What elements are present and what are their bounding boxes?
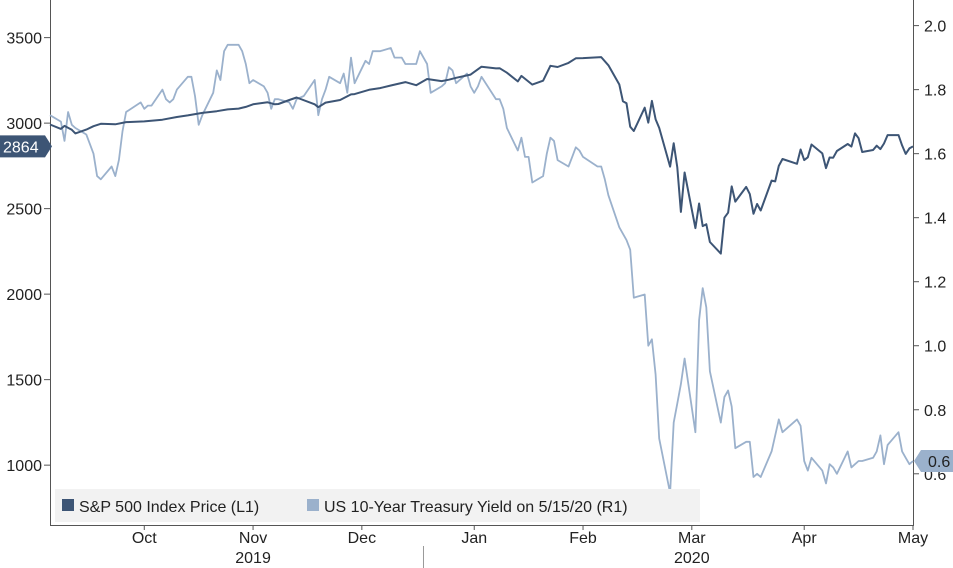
legend: S&P 500 Index Price (L1) US 10-Year Trea…	[55, 489, 700, 522]
left-tick-label: 2000	[6, 287, 42, 304]
last-value-label-right: 0.6	[928, 454, 950, 471]
x-tick-label: Nov	[239, 530, 267, 547]
x-tick-label: Apr	[792, 530, 818, 547]
series-line-sp500	[49, 56, 914, 255]
left-tick-label: 1000	[6, 458, 42, 475]
right-tick-label: 1.4	[924, 211, 946, 228]
x-tick-label: May	[898, 530, 928, 547]
left-axis-ticks: 1000 1500 2000 2500 3000 3500	[6, 31, 50, 475]
legend-swatch-treasury	[307, 499, 319, 511]
x-tick-label: Mar	[678, 530, 706, 547]
left-tick-label: 3000	[6, 116, 42, 133]
x-axis-ticks: Oct Nov Dec Jan Feb Mar Apr May 2019 2020	[132, 525, 928, 568]
x-tick-label: Oct	[132, 530, 157, 547]
left-tick-label: 1500	[6, 373, 42, 390]
right-tick-label: 1.6	[924, 147, 946, 164]
series-line-treasury	[49, 43, 914, 494]
right-tick-label: 0.8	[924, 403, 946, 420]
legend-box	[55, 489, 700, 522]
last-value-label-left: 2864	[3, 139, 39, 156]
legend-label-sp500: S&P 500 Index Price (L1)	[79, 499, 259, 516]
x-tick-label: Jan	[461, 530, 487, 547]
series-layer	[49, 43, 914, 494]
legend-swatch-sp500	[62, 499, 74, 511]
right-tick-label: 1.8	[924, 83, 946, 100]
year-label: 2019	[235, 550, 271, 567]
left-tick-label: 3500	[6, 31, 42, 48]
right-tick-label: 1.2	[924, 275, 946, 292]
right-axis-ticks: 0.60.81.01.21.41.61.82.0	[913, 19, 946, 484]
right-tick-label: 1.0	[924, 339, 946, 356]
last-value-flag-right	[914, 449, 953, 472]
x-tick-label: Feb	[569, 530, 597, 547]
year-label: 2020	[674, 550, 710, 567]
legend-label-treasury: US 10-Year Treasury Yield on 5/15/20 (R1…	[324, 499, 628, 516]
x-tick-label: Dec	[348, 530, 376, 547]
right-tick-label: 2.0	[924, 19, 946, 36]
last-value-flag-left	[0, 135, 52, 158]
left-tick-label: 2500	[6, 202, 42, 219]
last-value-flags: 2864 0.6	[0, 135, 953, 472]
